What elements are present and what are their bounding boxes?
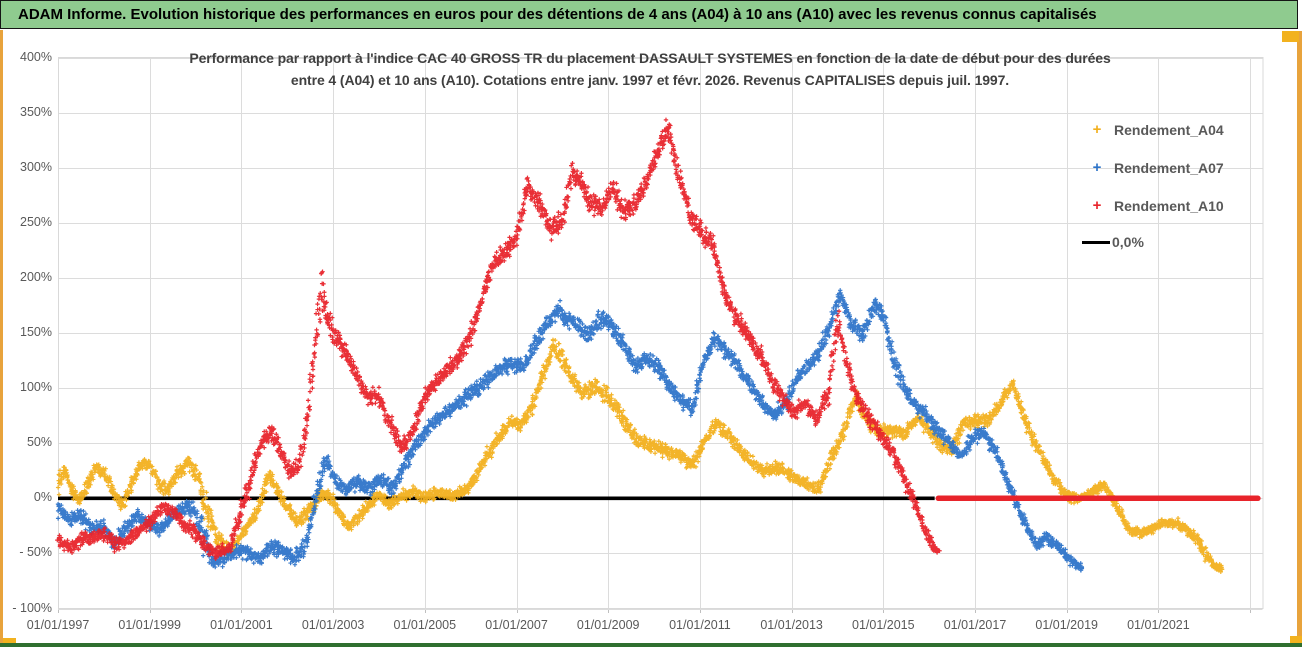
bottom-status-bar <box>0 643 1302 647</box>
plus-marker-icon: + <box>1092 121 1102 138</box>
y-axis-tick-label: 50% <box>26 435 52 450</box>
plus-marker-icon: + <box>1092 159 1102 176</box>
plus-marker-icon: + <box>1092 197 1102 214</box>
legend-item-rendement-a07[interactable]: + Rendement_A07 <box>1086 160 1224 176</box>
x-axis-tick-label: 01/01/2005 <box>393 618 457 632</box>
y-axis-tick-label: 300% <box>20 159 52 174</box>
x-axis-tick-label: 01/01/2019 <box>1035 618 1098 632</box>
x-axis-tick-label: 01/01/2009 <box>576 618 640 632</box>
legend-label: Rendement_A04 <box>1114 122 1224 138</box>
x-axis-tick-label: 01/01/2001 <box>210 618 273 632</box>
x-axis-tick-label: 01/01/1997 <box>26 618 90 632</box>
y-axis-tick-label: 0% <box>33 490 52 505</box>
window-border-right <box>1297 31 1302 647</box>
y-axis-tick-label: 350% <box>20 104 52 119</box>
legend-item-rendement-a10[interactable]: + Rendement_A10 <box>1086 198 1224 214</box>
y-axis-tick-label: 100% <box>20 380 52 395</box>
zero-line-icon <box>1082 240 1110 244</box>
scroll-corner-top-right[interactable] <box>1282 31 1299 42</box>
y-axis-tick-label: 150% <box>20 325 52 339</box>
x-axis-tick-label: 01/01/2013 <box>760 618 823 632</box>
legend-label: Rendement_A10 <box>1114 198 1224 214</box>
horizontal-scroll-thumb[interactable] <box>3 638 16 645</box>
chart-title-line2: entre 4 (A04) et 10 ans (A10). Cotations… <box>290 72 1010 88</box>
legend-item-zero-line[interactable]: 0,0% <box>1082 234 1144 250</box>
x-axis-tick-label: 01/01/2015 <box>852 618 915 632</box>
y-axis-tick-label: 400% <box>20 49 52 64</box>
legend-label: Rendement_A07 <box>1114 160 1224 176</box>
x-axis-tick-label: 01/01/2003 <box>301 618 365 632</box>
y-axis-tick-label: 200% <box>20 269 52 284</box>
x-axis-tick-label: 01/01/2007 <box>485 618 548 632</box>
chart-title-line1: Performance par rapport à l'indice CAC 4… <box>189 50 1111 66</box>
legend-label: 0,0% <box>1112 234 1144 250</box>
y-axis-tick-label: - 50% <box>19 545 52 560</box>
legend-item-rendement-a04[interactable]: + Rendement_A04 <box>1086 122 1224 138</box>
x-axis-tick-label: 01/01/1999 <box>118 618 181 632</box>
window-border-left <box>0 30 3 647</box>
y-axis-tick-label: 250% <box>20 214 52 229</box>
x-axis-tick-label: 01/01/2021 <box>1127 618 1190 632</box>
scroll-corner-bottom-right[interactable] <box>1290 636 1302 647</box>
y-axis-tick-label: - 100% <box>12 600 52 615</box>
x-axis-tick-label: 01/01/2011 <box>669 618 731 632</box>
x-axis-tick-label: 01/01/2017 <box>943 618 1007 632</box>
